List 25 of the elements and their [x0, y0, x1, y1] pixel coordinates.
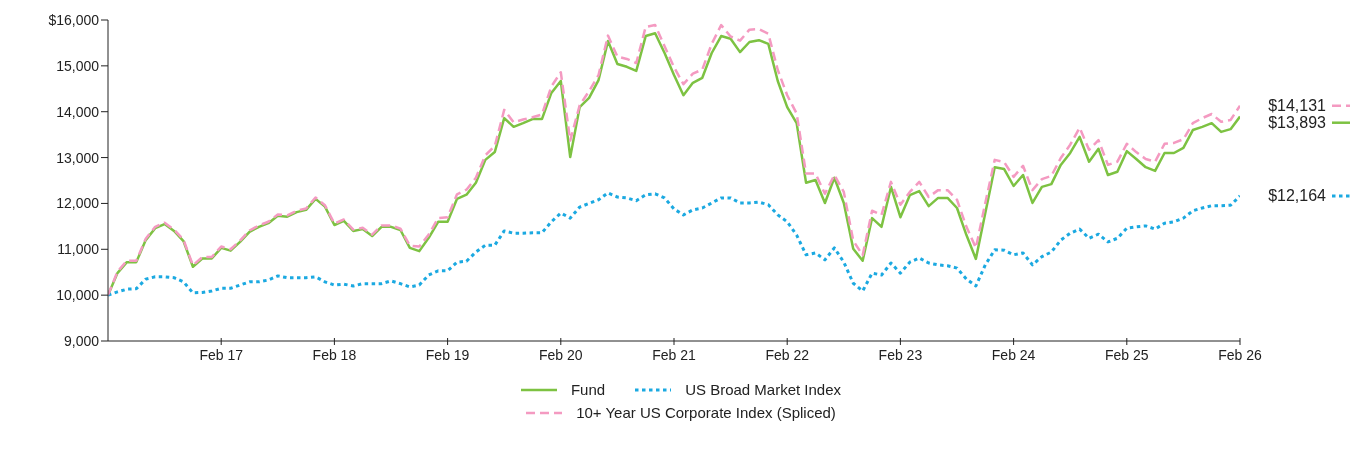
- legend-label: US Broad Market Index: [685, 381, 842, 398]
- x-tick-label: Feb 25: [1105, 346, 1149, 363]
- x-tick-label: Feb 22: [765, 346, 810, 363]
- y-tick-label: $16,000: [48, 11, 100, 28]
- y-tick-label: 10,000: [56, 287, 100, 304]
- data-label: $14,131: [1268, 96, 1327, 114]
- y-tick-label: 15,000: [56, 57, 100, 74]
- data-label: $12,164: [1268, 186, 1327, 204]
- x-tick-label: Feb 24: [991, 346, 1036, 363]
- y-tick-label: 11,000: [57, 241, 100, 258]
- line-series: [108, 191, 1240, 297]
- x-tick-label: Feb 19: [425, 346, 470, 363]
- x-tick-label: Feb 20: [539, 346, 583, 363]
- x-tick-label: Feb 18: [312, 346, 357, 363]
- y-tick-label: 9,000: [63, 332, 100, 349]
- x-tick-label: Feb 26: [1218, 346, 1262, 363]
- x-tick-label: Feb 17: [199, 346, 244, 363]
- legend-label: Fund: [570, 381, 606, 398]
- legend-label: 10+ Year US Corporate Index (Spliced): [576, 404, 836, 421]
- data-label: $13,893: [1268, 113, 1327, 131]
- y-tick-label: 13,000: [56, 149, 100, 166]
- y-tick-label: 12,000: [56, 195, 100, 212]
- x-tick-label: Feb 21: [652, 346, 696, 363]
- y-tick-label: 14,000: [56, 103, 100, 120]
- x-tick-label: Feb 23: [878, 346, 923, 363]
